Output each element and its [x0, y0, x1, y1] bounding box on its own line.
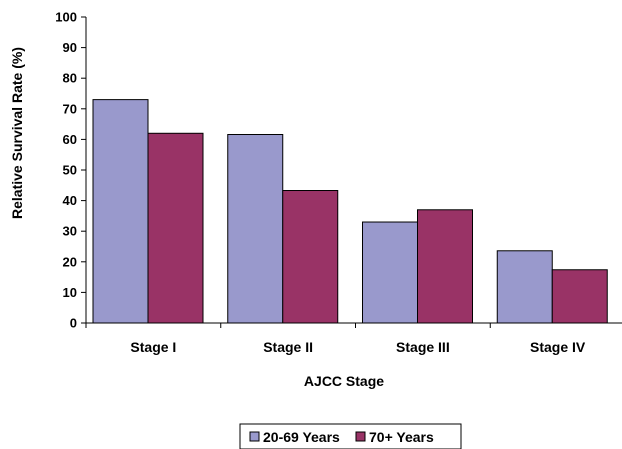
legend: 20-69 Years 70+ Years [239, 423, 462, 449]
legend-label: 70+ Years [369, 429, 434, 445]
bar-70-years-stage-iv [551, 269, 608, 324]
x-axis-title: AJCC Stage [304, 373, 384, 389]
y-tick-label: 50 [63, 163, 77, 178]
bar-70-years-stage-i [147, 132, 204, 324]
bar-20-69-years-stage-iv [496, 250, 553, 324]
bar-20-69-years-stage-ii [227, 134, 284, 324]
x-category-label: Stage IV [530, 339, 586, 355]
y-tick-label: 70 [63, 101, 77, 116]
y-tick-label: 100 [55, 10, 77, 25]
y-tick-label: 90 [63, 40, 77, 55]
bar-20-69-years-stage-i [92, 99, 149, 324]
y-tick-label: 40 [63, 193, 77, 208]
y-tick-label: 60 [63, 132, 77, 147]
y-tick-label: 20 [63, 254, 77, 269]
legend-box [239, 423, 462, 449]
x-category-label: Stage II [263, 339, 313, 355]
y-tick-label: 10 [63, 285, 77, 300]
x-category-label: Stage I [130, 339, 176, 355]
y-axis-title: Relative Survival Rate (%) [9, 47, 25, 219]
y-tick-label: 30 [63, 224, 77, 239]
y-tick-label: 0 [70, 316, 77, 331]
legend-label: 20-69 Years [263, 429, 340, 445]
legend-swatch [355, 431, 366, 442]
bar-70-years-stage-iii [417, 209, 473, 324]
y-tick-label: 80 [63, 71, 77, 86]
x-category-label: Stage III [396, 339, 450, 355]
legend-swatch [249, 431, 260, 442]
bar-20-69-years-stage-iii [362, 221, 418, 324]
bar-70-years-stage-ii [282, 190, 339, 324]
